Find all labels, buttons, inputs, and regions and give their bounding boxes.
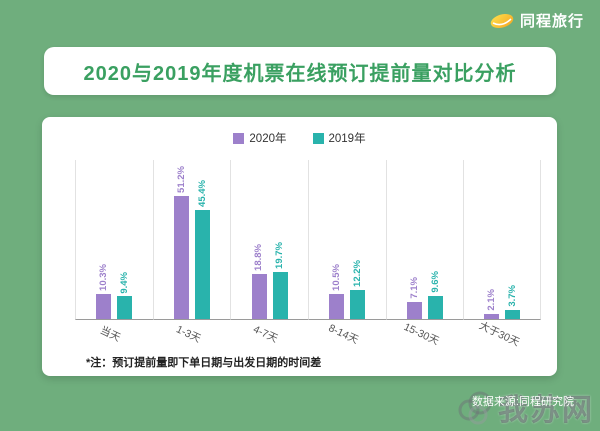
- bar: [174, 196, 189, 319]
- legend-item-2019: 2019年: [312, 130, 366, 146]
- category-label: 当天: [98, 324, 123, 345]
- bar-value-label: 7.1%: [408, 277, 420, 299]
- bar-wrap: 10.5%: [329, 263, 345, 319]
- plot-area: 10.3% 9.4% 当天 51.2% 45.4% 1-3天 18.8% 19.7% 4-7天 1…: [75, 160, 542, 354]
- chart-group: 7.1% 9.6% 15-30天: [385, 160, 464, 354]
- bar-value-label: 10.3%: [98, 264, 110, 292]
- bar-wrap: 9.4%: [117, 271, 133, 319]
- chart-legend: 2020年 2019年: [42, 130, 557, 146]
- bar-wrap: 45.4%: [195, 180, 210, 319]
- bar: [407, 301, 423, 319]
- legend-swatch-2019: [312, 132, 324, 144]
- bar-wrap: 18.8%: [251, 243, 267, 319]
- category-label: 1-3天: [173, 323, 203, 346]
- legend-label-2019: 2019年: [328, 133, 366, 145]
- chart-group: 51.2% 45.4% 1-3天: [152, 160, 231, 354]
- bar-value-label: 19.7%: [274, 241, 286, 269]
- bar: [96, 294, 112, 319]
- bar-wrap: 7.1%: [407, 277, 423, 319]
- category-cell: 4-7天: [230, 320, 308, 354]
- bar-wrap: 12.2%: [350, 259, 366, 319]
- legend-label-2020: 2020年: [249, 133, 287, 145]
- footnote: *注：预订提前量即下单日期与出发日期的时间差: [86, 357, 322, 369]
- bar-wrap: 3.7%: [505, 285, 521, 319]
- bar: [195, 210, 210, 319]
- bar-wrap: 10.3%: [96, 264, 112, 319]
- bar-value-label: 45.4%: [196, 180, 208, 208]
- chart-group: 10.3% 9.4% 当天: [75, 160, 153, 354]
- brand-logo-text: 同程旅行: [519, 13, 584, 30]
- category-cell: 1-3天: [153, 320, 231, 354]
- bar-wrap: 19.7%: [272, 241, 288, 319]
- category-label: 8-14天: [326, 322, 361, 347]
- category-cell: 15-30天: [386, 320, 464, 354]
- bar: [484, 313, 500, 319]
- chart-card: 2020年 2019年 10.3% 9.4% 当天 51.2% 45.4% 1-3天 18.…: [42, 117, 557, 376]
- bar-wrap: 9.6%: [428, 271, 444, 319]
- chart-group: 10.5% 12.2% 8-14天: [308, 160, 386, 354]
- bar: [350, 289, 366, 319]
- bar-value-label: 9.6%: [429, 271, 441, 293]
- bar: [117, 296, 133, 319]
- category-label: 15-30天: [401, 320, 441, 348]
- bar: [505, 310, 521, 319]
- category-cell: 当天: [75, 320, 153, 354]
- category-cell: 大于30天: [463, 320, 541, 354]
- bar-value-label: 10.5%: [331, 263, 343, 291]
- tongcheng-logo-icon: [490, 13, 514, 28]
- bar: [272, 271, 288, 319]
- bar-value-label: 12.2%: [352, 259, 364, 287]
- bar-wrap: 2.1%: [484, 289, 500, 319]
- bar-wrap: 51.2%: [174, 166, 189, 319]
- category-label: 4-7天: [251, 323, 280, 346]
- bar-value-label: 2.1%: [485, 289, 497, 311]
- watermark-text: 我苏网: [498, 394, 594, 427]
- bar-value-label: 9.4%: [119, 271, 131, 294]
- data-source: 数据来源:同程研究院: [471, 396, 574, 408]
- bar: [329, 293, 345, 319]
- legend-item-2020: 2020年: [233, 130, 287, 146]
- watermark: 我苏网: [455, 385, 594, 429]
- bar-pair: 51.2% 45.4%: [152, 160, 231, 320]
- category-cell: 8-14天: [308, 320, 386, 354]
- bar-pair: 10.5% 12.2%: [308, 160, 386, 320]
- bar-pair: 2.1% 3.7%: [463, 160, 542, 320]
- bar-pair: 18.8% 19.7%: [230, 160, 309, 320]
- page-title: 2020与2019年度机票在线预订提前量对比分析: [83, 62, 517, 85]
- bar: [428, 295, 444, 319]
- chart-group: 2.1% 3.7% 大于30天: [463, 160, 542, 354]
- bar-pair: 10.3% 9.4%: [75, 160, 153, 320]
- title-banner: 2020与2019年度机票在线预订提前量对比分析: [44, 47, 556, 95]
- watermark-logo-icon: [458, 391, 492, 425]
- legend-swatch-2020: [233, 132, 245, 144]
- bar-value-label: 3.7%: [506, 285, 518, 308]
- bar-pair: 7.1% 9.6%: [385, 160, 464, 320]
- bar-value-label: 18.8%: [253, 243, 265, 271]
- chart-group: 18.8% 19.7% 4-7天: [230, 160, 309, 354]
- bar: [251, 273, 267, 319]
- bar-value-label: 51.2%: [175, 166, 187, 194]
- brand-logo: 同程旅行: [489, 10, 584, 31]
